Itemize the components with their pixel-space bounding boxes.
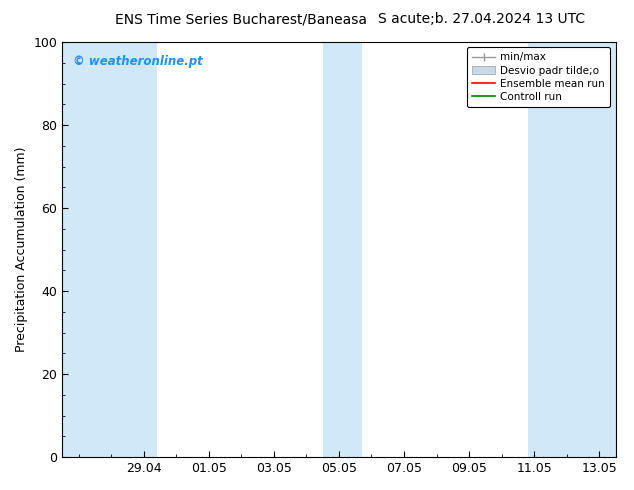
Legend: min/max, Desvio padr tilde;o, Ensemble mean run, Controll run: min/max, Desvio padr tilde;o, Ensemble m…	[467, 47, 611, 107]
Text: S acute;b. 27.04.2024 13 UTC: S acute;b. 27.04.2024 13 UTC	[378, 12, 585, 26]
Bar	[323, 42, 362, 457]
Text: © weatheronline.pt: © weatheronline.pt	[74, 54, 203, 68]
Bar	[527, 42, 616, 457]
Text: ENS Time Series Bucharest/Baneasa: ENS Time Series Bucharest/Baneasa	[115, 12, 367, 26]
Bar	[62, 42, 157, 457]
Y-axis label: Precipitation Accumulation (mm): Precipitation Accumulation (mm)	[15, 147, 28, 352]
